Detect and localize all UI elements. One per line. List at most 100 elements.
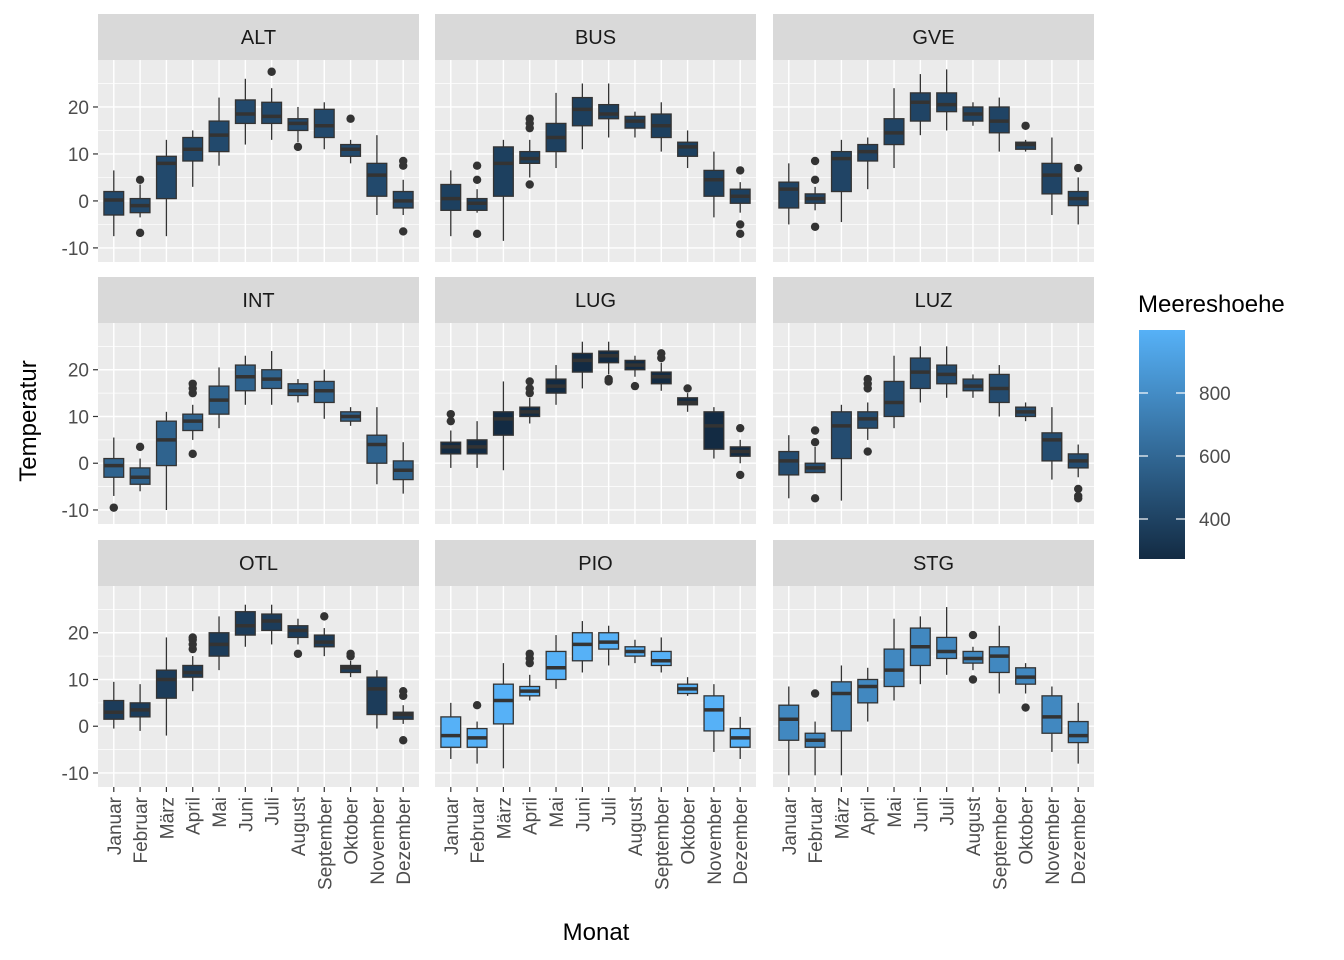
box bbox=[155, 669, 177, 699]
outlier-point bbox=[736, 166, 745, 175]
x-axis-title: Monat bbox=[563, 919, 630, 946]
boxplot-september bbox=[313, 369, 335, 419]
boxplot-januar bbox=[103, 170, 125, 237]
box bbox=[571, 96, 593, 127]
boxplot-juni bbox=[234, 78, 256, 145]
box bbox=[492, 683, 514, 725]
boxplot-januar bbox=[440, 702, 462, 759]
boxplot-märz bbox=[155, 411, 177, 510]
outlier-point bbox=[1074, 494, 1083, 503]
boxplot-februar bbox=[804, 156, 826, 231]
box bbox=[492, 146, 514, 197]
boxplot-februar bbox=[804, 426, 826, 503]
boxplot-april bbox=[857, 137, 879, 190]
boxplot-juni bbox=[909, 346, 931, 403]
legend-colorbar bbox=[1139, 330, 1185, 559]
boxplot-oktober bbox=[1015, 402, 1037, 422]
boxplot-märz bbox=[492, 381, 514, 471]
facet-panel-lug: LUG bbox=[435, 277, 756, 524]
facet-panel-alt: ALT bbox=[98, 14, 419, 262]
box bbox=[234, 611, 256, 636]
outlier-point bbox=[657, 349, 666, 358]
strip-background bbox=[773, 277, 1094, 323]
strip-background bbox=[98, 540, 419, 586]
boxplot-april bbox=[182, 633, 204, 692]
box bbox=[830, 681, 852, 732]
box bbox=[155, 155, 177, 200]
boxplot-november bbox=[1041, 686, 1063, 752]
box bbox=[703, 695, 725, 732]
boxplot-april bbox=[182, 130, 204, 187]
y-tick-label: 10 bbox=[68, 407, 89, 428]
box bbox=[1041, 695, 1063, 734]
x-tick-label: Juli bbox=[263, 797, 284, 826]
boxplot-november bbox=[366, 670, 388, 729]
box bbox=[650, 650, 672, 667]
facet-panels: ALT BUS GVE INT LUG LUZ OTL PIO STG bbox=[98, 14, 1094, 787]
box bbox=[545, 650, 567, 681]
outlier-point bbox=[399, 686, 408, 696]
boxplot-august bbox=[962, 630, 984, 684]
x-tick-label: Oktober bbox=[1017, 796, 1038, 864]
boxplot-januar bbox=[440, 409, 462, 468]
boxplot-mai bbox=[545, 365, 567, 405]
outlier-point bbox=[320, 612, 329, 621]
y-tick-label: 10 bbox=[68, 145, 89, 166]
box bbox=[1041, 162, 1063, 195]
box bbox=[598, 103, 620, 120]
outlier-point bbox=[472, 229, 482, 239]
boxplot-juli bbox=[261, 67, 283, 140]
x-tick-label: September bbox=[315, 796, 336, 890]
outlier-point bbox=[135, 228, 145, 238]
y-tick-label: 0 bbox=[78, 717, 89, 738]
outlier-point bbox=[1074, 163, 1083, 173]
outlier-point bbox=[810, 689, 820, 698]
x-tick-label: Februar bbox=[806, 796, 827, 863]
outlier-point bbox=[1074, 484, 1083, 494]
facet-panel-int: INT bbox=[98, 277, 419, 524]
x-tick-label: November bbox=[1043, 796, 1064, 884]
strip-label: PIO bbox=[578, 553, 612, 575]
y-axes: -10 0 10 20 -10 0 10 20 -10 0 10 20 bbox=[62, 98, 98, 785]
outlier-point bbox=[399, 156, 408, 166]
boxplot-mai bbox=[208, 97, 230, 166]
outlier-point bbox=[525, 649, 534, 658]
box bbox=[571, 632, 593, 662]
boxplot-april bbox=[182, 379, 204, 459]
y-tick-label: -10 bbox=[62, 239, 89, 260]
outlier-point bbox=[135, 175, 145, 184]
boxplot-oktober bbox=[1015, 121, 1037, 152]
x-tick-label: August bbox=[289, 796, 310, 856]
boxplot-august bbox=[962, 374, 984, 398]
boxplot-februar bbox=[804, 689, 826, 776]
panel-background bbox=[773, 60, 1094, 262]
x-tick-label: Dezember bbox=[394, 796, 415, 884]
x-tick-label: Juni bbox=[236, 797, 257, 832]
outlier-point bbox=[188, 633, 197, 642]
outlier-point bbox=[267, 67, 276, 76]
x-tick-label: März bbox=[157, 797, 178, 839]
outlier-point bbox=[810, 222, 820, 231]
boxplot-oktober bbox=[1015, 663, 1037, 712]
outlier-point bbox=[630, 381, 640, 391]
boxplot-februar bbox=[129, 442, 151, 492]
outlier-point bbox=[472, 161, 482, 170]
boxplot-november bbox=[703, 684, 725, 752]
boxplot-februar bbox=[466, 700, 488, 764]
outlier-point bbox=[736, 229, 745, 239]
box bbox=[440, 716, 462, 748]
boxplot-märz bbox=[155, 637, 177, 736]
strip-label: INT bbox=[242, 290, 274, 312]
outlier-point bbox=[446, 409, 455, 419]
boxplot-september bbox=[988, 365, 1010, 417]
boxplot-juli bbox=[598, 83, 620, 138]
boxplot-oktober bbox=[340, 114, 362, 164]
boxplot-juli bbox=[261, 351, 283, 405]
boxplot-märz bbox=[830, 139, 852, 223]
boxplot-mai bbox=[883, 355, 905, 429]
box bbox=[778, 450, 800, 476]
strip-background bbox=[98, 277, 419, 323]
boxplot-juli bbox=[936, 607, 958, 675]
boxplot-september bbox=[650, 102, 672, 152]
outlier-point bbox=[525, 180, 534, 189]
